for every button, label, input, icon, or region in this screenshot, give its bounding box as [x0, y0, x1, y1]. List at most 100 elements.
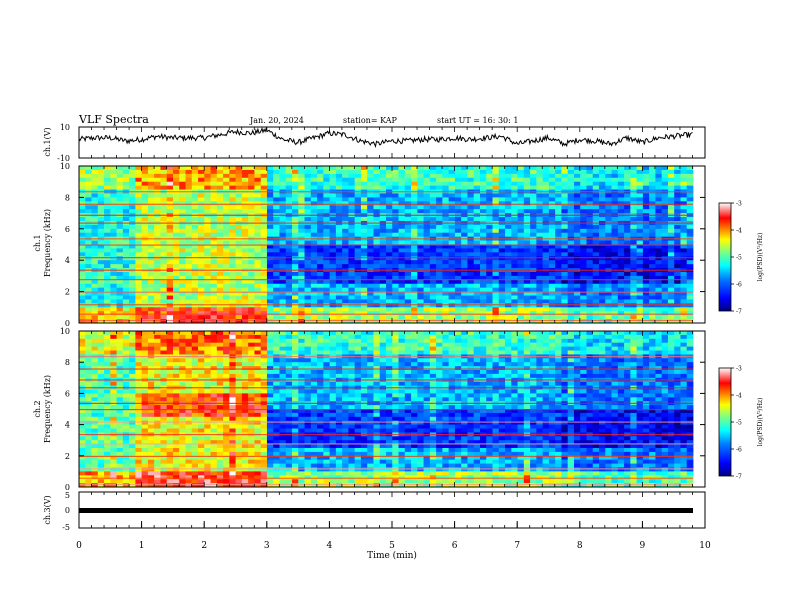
spectrogram-cell	[417, 252, 424, 257]
spectrogram-cell	[442, 283, 450, 289]
spectrogram-cell	[104, 436, 111, 441]
spectrogram-cell	[210, 287, 218, 292]
spectrogram-cell	[129, 248, 136, 253]
spectrogram-cell	[636, 311, 644, 316]
spectrogram-cell	[141, 244, 149, 249]
spectrogram-cell	[216, 197, 224, 202]
spectrogram-cell	[511, 166, 518, 171]
spectrogram-cell	[486, 279, 493, 285]
spectrogram-cell	[555, 271, 562, 277]
spectrogram-cell	[185, 479, 193, 484]
spectrogram-cell	[122, 240, 130, 245]
spectrogram-cell	[141, 173, 149, 179]
spectrogram-cell	[166, 177, 174, 183]
spectrogram-cell	[360, 205, 368, 210]
spectrogram-cell	[191, 331, 199, 336]
spectrogram-cell	[392, 224, 399, 230]
spectrogram-cell	[91, 331, 99, 336]
spectrogram-cell	[160, 342, 168, 347]
spectrogram-cell	[179, 455, 186, 461]
spectrogram-cell	[179, 381, 186, 386]
spectrogram-cell	[135, 279, 143, 285]
spectrogram-cell	[580, 240, 587, 245]
spectrogram-cell	[91, 428, 99, 433]
spectrogram-cell	[85, 181, 92, 187]
spectrogram-cell	[135, 244, 143, 249]
spectrogram-cell	[260, 271, 268, 277]
spectrogram-cell	[198, 256, 205, 261]
spectrogram-cell	[642, 315, 650, 320]
spectrogram-cell	[573, 291, 581, 296]
spectrogram-cell	[567, 264, 575, 269]
spectrogram-cell	[85, 271, 92, 277]
spectrogram-cell	[266, 271, 274, 277]
spectrogram-cell	[104, 291, 111, 296]
spectrogram-cell	[248, 169, 255, 175]
spectrogram-cell	[436, 248, 443, 253]
spectrogram-cell	[404, 193, 412, 198]
spectrogram-cell	[310, 205, 318, 210]
spectrogram-cell	[298, 201, 305, 206]
spectrogram-cell	[191, 271, 199, 277]
spectrogram-cell	[360, 181, 368, 187]
spectrogram-cell	[122, 373, 130, 379]
spectrogram-cell	[542, 299, 550, 304]
spectrogram-cell	[91, 440, 99, 445]
spectrogram-cell	[448, 232, 456, 238]
spectrogram-cell	[492, 291, 500, 296]
spectrogram-cell	[104, 181, 111, 187]
spectrogram-cell	[210, 463, 218, 468]
spectrogram-cell	[97, 299, 105, 304]
spectrogram-cell	[210, 405, 218, 410]
spectrogram-cell	[141, 279, 149, 285]
spectrogram-cell	[511, 299, 518, 304]
spectrogram-cell	[479, 244, 487, 249]
spectrogram-cell	[216, 440, 224, 445]
spectrogram-cell	[360, 287, 368, 292]
spectrogram-cell	[160, 279, 168, 285]
spectrogram-cell	[335, 169, 343, 175]
spectrogram-cell	[667, 287, 675, 292]
spectrogram-cell	[580, 217, 587, 222]
spectrogram-cell	[498, 287, 506, 292]
date-label: Jan. 20, 2024	[249, 116, 304, 125]
spectrogram-cell	[392, 275, 399, 281]
spectrogram-cell	[567, 283, 575, 289]
spectrogram-cell	[536, 228, 544, 234]
spectrogram-cell	[649, 248, 656, 253]
spectrogram-cell	[79, 279, 86, 285]
spectrogram-cell	[636, 169, 644, 175]
spectrogram-cell	[436, 185, 443, 190]
spectrogram-cell	[198, 428, 205, 433]
spectrogram-cell	[473, 315, 481, 320]
spectrogram-cell	[223, 244, 230, 249]
spectrogram-cell	[91, 424, 99, 429]
spectrogram-cell	[141, 479, 149, 484]
spectrogram-cell	[567, 217, 575, 222]
spectrogram-cell	[172, 283, 180, 289]
spectrogram-cell	[248, 197, 255, 202]
spectrogram-cell	[567, 295, 575, 300]
spectrogram-cell	[241, 252, 249, 257]
spectrogram-cell	[605, 166, 612, 171]
spectrogram-cell	[360, 307, 368, 312]
spectrogram-cell	[661, 193, 669, 198]
spectrogram-cell	[79, 307, 86, 312]
spectrogram-cell	[141, 181, 149, 187]
spectrogram-cell	[630, 197, 638, 202]
spectrogram-cell	[204, 342, 211, 347]
spectrogram-cell	[505, 201, 512, 206]
spectrogram-cell	[141, 436, 149, 441]
spectrogram-cell	[79, 467, 86, 472]
spectrogram-cell	[147, 416, 155, 422]
spectrogram-cell	[198, 303, 205, 308]
spectrogram-cell	[611, 209, 619, 214]
spectrogram-cell	[254, 224, 262, 230]
spectrogram-cell	[592, 307, 600, 312]
spectrogram-cell	[530, 299, 537, 304]
spectrogram-cell	[592, 232, 600, 238]
spectrogram-cell	[536, 299, 544, 304]
spectrogram-cell	[536, 166, 544, 171]
spectrogram-cell	[223, 420, 230, 425]
spectrogram-cell	[636, 166, 644, 171]
